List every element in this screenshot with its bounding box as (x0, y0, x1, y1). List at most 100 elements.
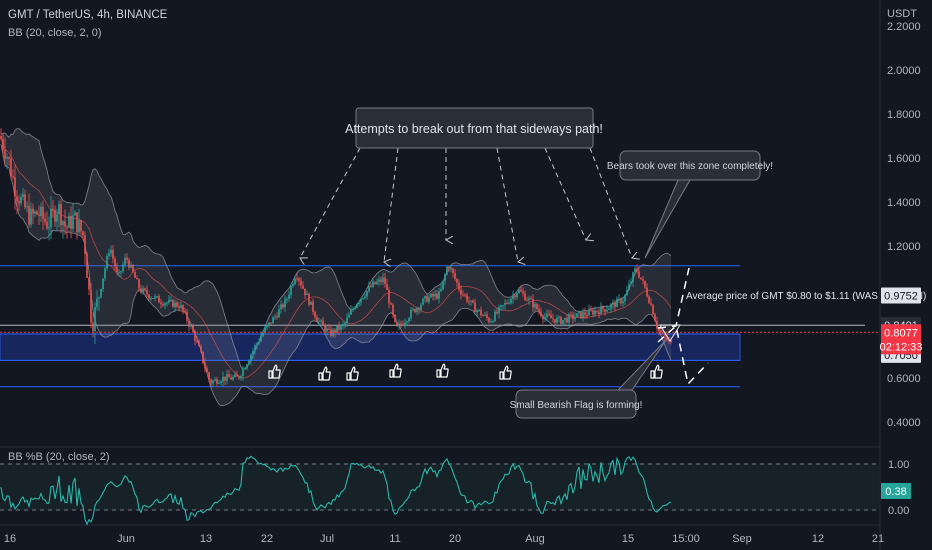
candle-body (430, 293, 432, 298)
candle-body (578, 312, 580, 314)
candle-body (56, 214, 58, 222)
bears-callout[interactable]: Bears took over this zone completely! (607, 150, 773, 259)
candle-body (566, 317, 568, 323)
candle-body (188, 320, 190, 327)
candle-body (312, 301, 314, 312)
candle-body (408, 318, 410, 322)
candle-body (286, 298, 288, 300)
flag-callout[interactable]: Small Bearish Flag is forming! (510, 339, 667, 419)
candle-body (94, 306, 96, 332)
candle-body (450, 268, 452, 270)
candle-body (596, 310, 598, 312)
candle-body (658, 328, 660, 331)
candle-body (638, 271, 640, 278)
candle-body (100, 288, 102, 298)
candle-body (568, 314, 570, 323)
candle-body (440, 289, 442, 292)
candle-body (78, 220, 80, 233)
candle-body (10, 158, 12, 176)
candle-body (536, 303, 538, 310)
candle-body (646, 287, 648, 297)
candle-body (220, 381, 222, 384)
candle-body (182, 305, 184, 311)
candle-body (8, 157, 10, 159)
candle-body (294, 278, 296, 285)
breakout-callout[interactable]: Attempts to break out from that sideways… (345, 107, 603, 149)
percent-b-scale-0: 0.00 (888, 505, 909, 517)
percent-b-value: 0.38 (885, 486, 906, 498)
candle-body (346, 317, 348, 323)
annotation-arrow (384, 147, 399, 262)
candle-body (24, 194, 26, 208)
candle-body (446, 266, 448, 275)
candle-body (574, 317, 576, 320)
candle-body (18, 200, 20, 204)
candle-body (412, 308, 414, 310)
time-axis-label: 12 (812, 533, 824, 545)
thumbs-up-icon (318, 366, 331, 381)
candle-body (428, 297, 430, 302)
candle-body (656, 321, 658, 329)
candle-body (342, 324, 344, 326)
candle-body (642, 279, 644, 281)
last-price-tag-bg (881, 324, 921, 355)
candle-body (314, 311, 316, 318)
candle-body (266, 325, 268, 328)
candle-body (618, 298, 620, 300)
candle-body (254, 345, 256, 351)
candle-body (382, 277, 384, 282)
candle-body (398, 323, 400, 327)
candle-body (290, 285, 292, 296)
candle-body (348, 314, 350, 318)
candle-body (422, 298, 424, 305)
candle-body (190, 325, 192, 327)
annotation-arrow (589, 147, 632, 258)
candle-body (20, 196, 22, 204)
candle-body (622, 301, 624, 304)
candle-body (244, 368, 246, 370)
candle-body (164, 303, 166, 306)
candle-body (148, 294, 150, 299)
price-axis[interactable]: USDT 2.2000 2.0000 1.8000 1.6000 1.4000 1.200… (887, 8, 921, 429)
candle-body (296, 278, 298, 280)
candle-body (154, 296, 156, 299)
candle-body (612, 302, 614, 305)
candle-body (604, 309, 606, 312)
candle-body (498, 307, 500, 314)
candle-body (144, 288, 146, 291)
bollinger-lower-line[interactable] (0, 144, 672, 407)
candle-body (40, 206, 42, 216)
candle-body (224, 376, 226, 381)
candle-body (128, 259, 130, 268)
candle-body (354, 307, 356, 309)
candle-body (418, 308, 420, 310)
countdown-tag: 02:12:33 (880, 341, 923, 353)
candle-body (70, 215, 72, 229)
candle-body (62, 221, 64, 226)
candle-body (614, 302, 616, 307)
candle-body (616, 298, 618, 307)
candle-body (526, 300, 528, 302)
candlestick-series[interactable] (0, 128, 672, 387)
candle-body (308, 293, 310, 305)
candle-body (50, 208, 52, 228)
percent-b-line[interactable] (0, 455, 672, 526)
candle-body (442, 280, 444, 290)
bears-callout-text: Bears took over this zone completely! (607, 161, 773, 172)
last-price-tag: 0.8077 (884, 327, 918, 339)
candle-body (44, 218, 46, 222)
candle-body (230, 377, 232, 380)
candle-body (590, 309, 592, 311)
candle-body (484, 314, 486, 316)
candle-body (256, 343, 258, 346)
candle-body (236, 374, 238, 377)
bollinger-upper-line[interactable] (0, 128, 672, 370)
candle-body (242, 368, 244, 377)
candle-body (322, 320, 324, 325)
candle-body (524, 293, 526, 301)
candle-body (168, 299, 170, 303)
bollinger-basis-line[interactable] (0, 138, 672, 378)
time-axis[interactable]: 16 Jun 13 22 Jul 11 20 Aug 15 15:00 Sep 12 21 (4, 533, 884, 545)
candle-body (502, 305, 504, 307)
